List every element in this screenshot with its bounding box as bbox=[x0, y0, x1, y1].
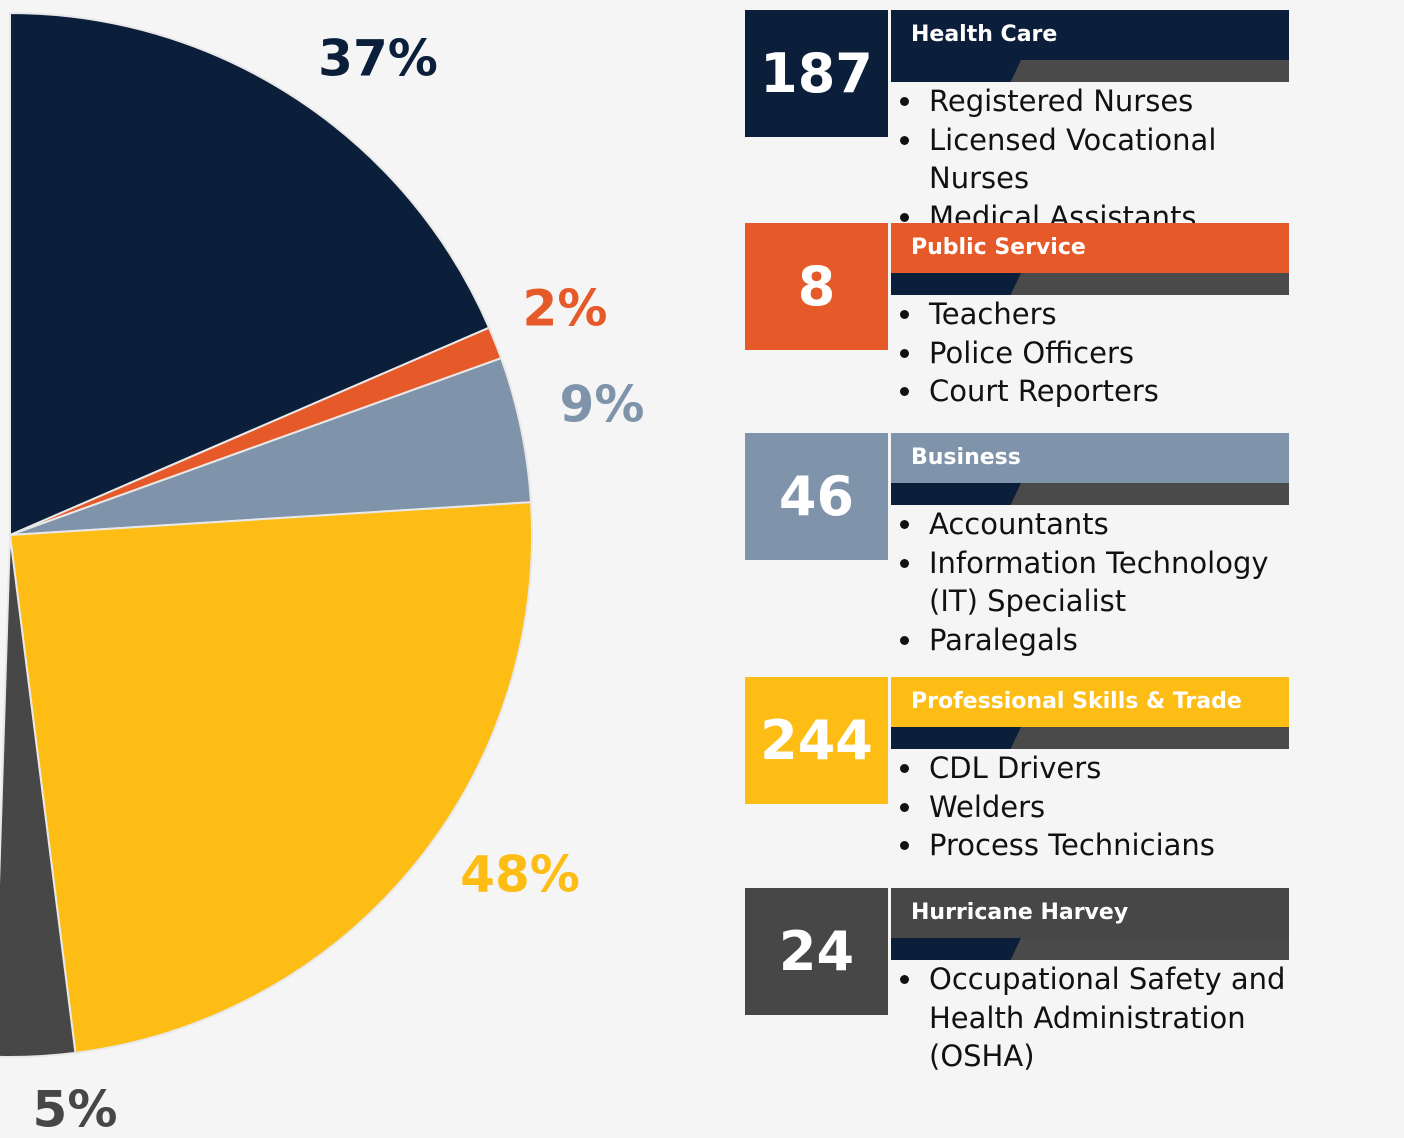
header-strip bbox=[891, 273, 1289, 295]
category-count: 244 bbox=[745, 677, 888, 804]
header-strip-accent bbox=[891, 60, 1021, 82]
category-count: 8 bbox=[745, 223, 888, 350]
occupation-list: CDL DriversWeldersProcess Technicians bbox=[895, 749, 1315, 865]
occupation-item: Information Technology (IT) Specialist bbox=[925, 544, 1315, 621]
slice-label: 37% bbox=[318, 30, 438, 88]
occupation-item: Registered Nurses bbox=[925, 82, 1315, 121]
occupation-item: Occupational Safety and Health Administr… bbox=[925, 960, 1315, 1076]
slice-label: 5% bbox=[33, 1081, 118, 1138]
occupation-list: Registered NursesLicensed Vocational Nur… bbox=[895, 82, 1315, 236]
header-strip-accent bbox=[891, 938, 1021, 960]
occupation-item: CDL Drivers bbox=[925, 749, 1315, 788]
category-count: 46 bbox=[745, 433, 888, 560]
occupation-item: Welders bbox=[925, 788, 1315, 827]
pie-slice bbox=[8, 501, 533, 1054]
category-count: 24 bbox=[745, 888, 888, 1015]
category-title: Professional Skills & Trade bbox=[891, 677, 1289, 727]
pie-slice bbox=[0, 534, 77, 1058]
category-title: Business bbox=[891, 433, 1289, 483]
occupation-list: Occupational Safety and Health Administr… bbox=[895, 960, 1315, 1076]
header-strip bbox=[891, 938, 1289, 960]
occupation-list: AccountantsInformation Technology (IT) S… bbox=[895, 505, 1315, 659]
occupation-item: Accountants bbox=[925, 505, 1315, 544]
category-title: Public Service bbox=[891, 223, 1289, 273]
header-strip-accent bbox=[891, 483, 1021, 505]
occupation-list: TeachersPolice OfficersCourt Reporters bbox=[895, 295, 1315, 411]
category-title: Hurricane Harvey bbox=[891, 888, 1289, 938]
slice-label: 9% bbox=[560, 376, 645, 434]
occupation-item: Court Reporters bbox=[925, 372, 1315, 411]
occupation-item: Paralegals bbox=[925, 621, 1315, 660]
header-strip bbox=[891, 727, 1289, 749]
occupation-item: Teachers bbox=[925, 295, 1315, 334]
slice-label: 48% bbox=[460, 846, 580, 904]
occupation-item: Process Technicians bbox=[925, 826, 1315, 865]
occupation-item: Licensed Vocational Nurses bbox=[925, 121, 1315, 198]
slice-label: 2% bbox=[523, 280, 608, 338]
category-count: 187 bbox=[745, 10, 888, 137]
header-strip bbox=[891, 483, 1289, 505]
pie-slice bbox=[9, 11, 491, 537]
header-strip-accent bbox=[891, 273, 1021, 295]
header-strip bbox=[891, 60, 1289, 82]
category-title: Health Care bbox=[891, 10, 1289, 60]
header-strip-accent bbox=[891, 727, 1021, 749]
occupation-item: Police Officers bbox=[925, 334, 1315, 373]
